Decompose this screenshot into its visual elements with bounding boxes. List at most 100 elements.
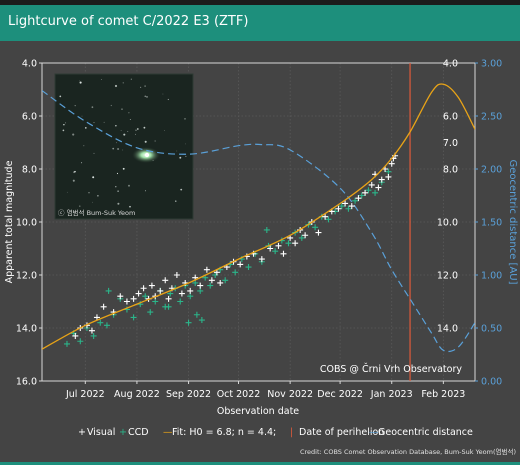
photo-star bbox=[176, 150, 178, 152]
photo-star bbox=[92, 201, 94, 203]
visual-point bbox=[197, 282, 204, 289]
ccd-point bbox=[263, 226, 270, 233]
x-tick-label: Feb 2023 bbox=[421, 389, 465, 400]
photo-star bbox=[79, 205, 81, 207]
y2-tick-label: 0.50 bbox=[481, 324, 502, 335]
photo-star bbox=[91, 106, 94, 109]
photo-star bbox=[164, 130, 165, 131]
top-bar bbox=[0, 0, 520, 5]
visual-point bbox=[148, 282, 155, 289]
photo-star bbox=[72, 133, 75, 136]
visual-point bbox=[173, 272, 180, 278]
ccd-point bbox=[345, 205, 352, 212]
photo-star bbox=[65, 122, 67, 124]
visual-point bbox=[93, 314, 100, 321]
visual-point bbox=[130, 295, 137, 302]
ccd-point bbox=[385, 168, 392, 175]
distance-curve bbox=[42, 90, 475, 353]
photo-star bbox=[135, 133, 136, 135]
photo-star bbox=[130, 78, 132, 80]
lightcurve-chart: ⓒ 염범석 Bum-Suk Yeom 4.0 6.0 8.0 10.0 12.0 14.0… bbox=[4, 59, 518, 457]
legend-symbol: — bbox=[369, 427, 379, 438]
photo-star bbox=[122, 167, 125, 170]
legend-symbol: + bbox=[78, 427, 86, 438]
plot-marks bbox=[42, 63, 475, 381]
photo-star bbox=[83, 145, 85, 147]
photo-star bbox=[112, 147, 115, 150]
ccd-point bbox=[365, 187, 372, 194]
y-tick-label: 12.0 bbox=[16, 271, 37, 282]
y-tick-label: 4.0 bbox=[22, 59, 37, 70]
visual-point bbox=[258, 256, 265, 263]
visual-point bbox=[203, 266, 210, 273]
photo-star bbox=[128, 184, 130, 187]
visual-point bbox=[187, 287, 194, 294]
photo-star bbox=[128, 112, 130, 114]
x-tick-label: Jul 2022 bbox=[65, 389, 105, 400]
visual-point bbox=[315, 229, 322, 236]
photo-star bbox=[123, 133, 126, 136]
photo-star bbox=[93, 122, 95, 124]
photo-star bbox=[115, 125, 117, 127]
visual-point bbox=[217, 279, 224, 286]
ccd-point bbox=[325, 216, 332, 223]
ccd-point bbox=[197, 287, 204, 294]
visual-point bbox=[100, 303, 107, 310]
photo-stars bbox=[59, 78, 187, 208]
photo-star bbox=[115, 186, 117, 188]
legend-item: — Geocentric distance bbox=[369, 427, 473, 438]
visual-point bbox=[140, 285, 147, 292]
ccd-point bbox=[97, 319, 104, 326]
visual-point bbox=[178, 290, 185, 297]
x-tick-label: Sep 2022 bbox=[166, 389, 211, 400]
header-bar: Lightcurve of comet C/2022 E3 (ZTF) bbox=[0, 5, 520, 41]
visual-point bbox=[275, 242, 282, 249]
photo-star bbox=[145, 190, 146, 192]
legend-label: Fit: H0 = 6.8; n = 4.4; bbox=[172, 427, 276, 438]
comet-photo: ⓒ 염범석 Bum-Suk Yeom bbox=[54, 73, 194, 220]
ccd-point bbox=[193, 311, 200, 318]
photo-star bbox=[74, 104, 76, 107]
photo-star bbox=[175, 200, 177, 202]
photo-star bbox=[143, 126, 146, 129]
x-tick-label: Jan 2023 bbox=[370, 389, 413, 400]
photo-star bbox=[79, 80, 80, 82]
visual-point bbox=[237, 261, 244, 268]
x-tick-label: Oct 2022 bbox=[217, 389, 261, 400]
visual-point bbox=[378, 176, 385, 183]
visual-point bbox=[157, 287, 164, 294]
ccd-point bbox=[192, 279, 199, 286]
visual-point bbox=[267, 245, 274, 252]
photo-star bbox=[81, 115, 83, 117]
photo-star bbox=[144, 95, 147, 98]
visual-point bbox=[135, 290, 142, 297]
visual-point bbox=[385, 173, 392, 180]
ccd-point bbox=[312, 224, 319, 231]
x-tick-label: Nov 2022 bbox=[267, 389, 313, 400]
ccd-point bbox=[130, 314, 137, 321]
cobs-annotation: COBS @ Črni Vrh Observatory bbox=[320, 363, 462, 375]
photo-star bbox=[179, 156, 182, 159]
photo-star bbox=[110, 104, 112, 107]
photo-star bbox=[167, 98, 169, 101]
y-axis-label: Apparent total magnitude bbox=[4, 160, 15, 283]
page-title: Lightcurve of comet C/2022 E3 (ZTF) bbox=[8, 14, 249, 29]
visual-point bbox=[388, 160, 395, 167]
photo-star bbox=[122, 82, 124, 84]
comet-nucleus bbox=[144, 152, 150, 158]
photo-star bbox=[135, 129, 137, 131]
photo-star bbox=[63, 124, 65, 126]
ccd-point bbox=[352, 197, 359, 204]
ccd-point bbox=[207, 282, 214, 289]
photo-star bbox=[59, 95, 62, 98]
photo-star bbox=[116, 142, 117, 144]
y-tick-label: 6.0 bbox=[22, 112, 37, 123]
photo-star bbox=[144, 85, 146, 87]
photo-star bbox=[100, 79, 102, 80]
photo-star bbox=[162, 93, 164, 95]
x-tick-label: Aug 2022 bbox=[114, 389, 160, 400]
visual-point bbox=[355, 195, 362, 202]
visual-point bbox=[88, 327, 95, 334]
visual-point bbox=[208, 277, 215, 284]
footer-accent bbox=[0, 462, 520, 465]
